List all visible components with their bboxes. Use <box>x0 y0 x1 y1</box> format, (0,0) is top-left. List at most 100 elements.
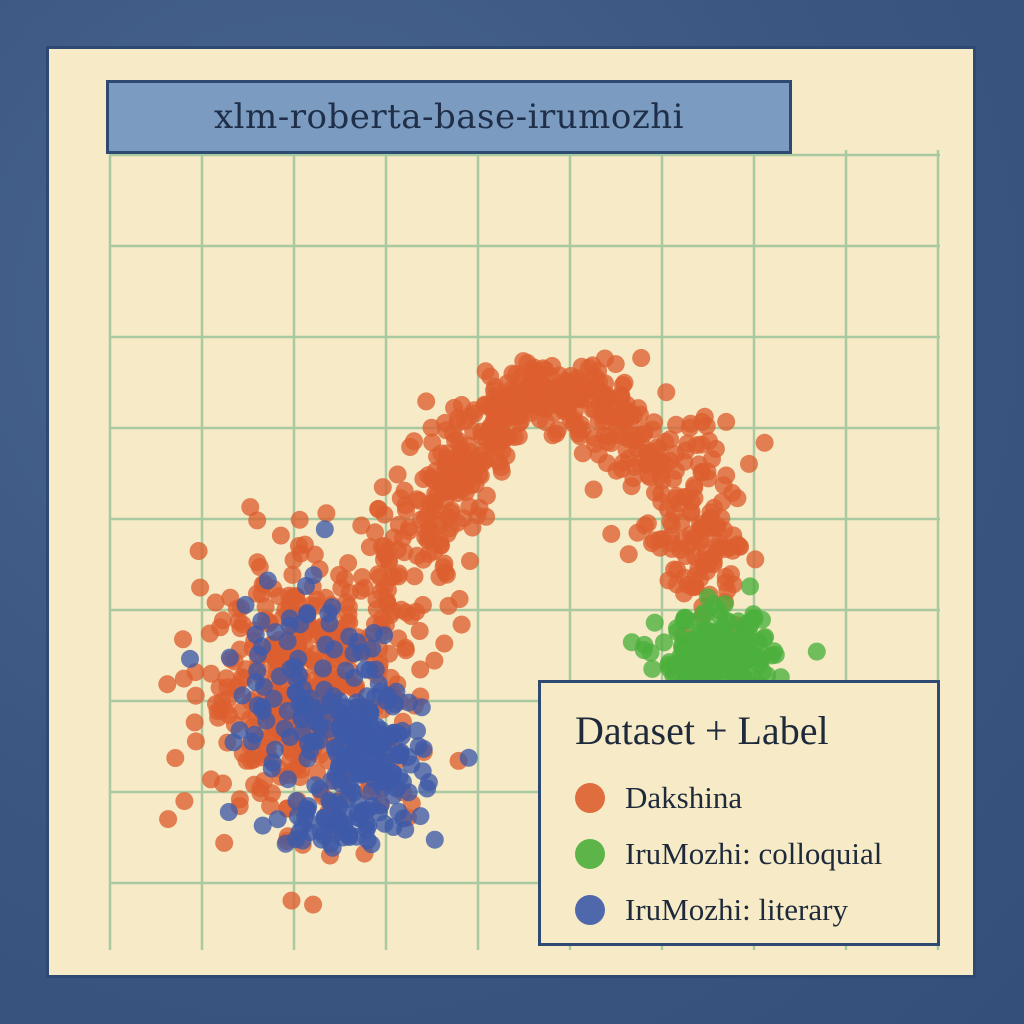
point-dakshina <box>384 567 403 586</box>
legend-item-colloquial: IruMozhi: colloquial <box>575 826 937 882</box>
point-dakshina <box>692 518 711 537</box>
point-dakshina <box>206 593 225 612</box>
point-dakshina <box>689 455 708 474</box>
point-dakshina <box>717 412 736 431</box>
point-irumozhi-literary <box>298 605 317 624</box>
point-dakshina <box>622 477 641 496</box>
point-dakshina <box>755 433 774 452</box>
point-irumozhi-literary <box>248 662 267 681</box>
point-irumozhi-literary <box>245 725 264 744</box>
point-dakshina <box>186 732 205 751</box>
point-irumozhi-literary <box>322 771 341 790</box>
point-dakshina <box>407 602 425 621</box>
point-irumozhi-literary <box>233 686 252 705</box>
point-dakshina <box>509 393 528 412</box>
point-dakshina <box>430 568 449 586</box>
point-irumozhi-literary <box>220 648 239 667</box>
point-irumozhi-literary <box>314 659 332 678</box>
point-dakshina <box>248 511 267 530</box>
point-dakshina <box>304 895 323 914</box>
point-irumozhi-literary <box>230 721 249 740</box>
point-dakshina <box>463 518 482 537</box>
point-dakshina <box>380 644 399 663</box>
point-dakshina <box>439 596 458 615</box>
point-dakshina <box>401 438 420 456</box>
point-dakshina <box>441 519 460 538</box>
point-irumozhi-literary <box>280 616 299 635</box>
point-dakshina <box>332 579 351 597</box>
point-dakshina <box>530 410 549 429</box>
point-irumozhi-literary <box>358 800 377 819</box>
point-irumozhi-literary <box>320 614 339 633</box>
point-dakshina <box>602 524 621 543</box>
point-dakshina <box>461 552 479 570</box>
point-dakshina <box>619 449 638 468</box>
point-dakshina <box>207 695 225 713</box>
point-dakshina <box>438 449 457 468</box>
point-dakshina <box>407 490 426 509</box>
point-irumozhi-literary <box>287 792 306 810</box>
legend-label: Dakshina <box>625 780 743 815</box>
point-irumozhi-literary <box>258 571 277 590</box>
point-dakshina <box>496 389 514 407</box>
point-dakshina <box>687 436 706 455</box>
point-dakshina <box>609 400 628 419</box>
point-dakshina <box>337 593 356 612</box>
point-irumozhi-colloquial <box>710 606 729 625</box>
point-irumozhi-colloquial <box>641 643 660 662</box>
point-dakshina <box>598 432 617 451</box>
point-dakshina <box>367 600 386 619</box>
point-dakshina <box>159 810 178 829</box>
point-dakshina <box>584 480 603 499</box>
point-dakshina <box>271 526 290 545</box>
point-dakshina <box>619 545 638 564</box>
point-dakshina <box>436 489 455 508</box>
point-irumozhi-literary <box>275 719 294 738</box>
point-dakshina <box>353 568 372 587</box>
point-dakshina <box>656 455 675 474</box>
point-irumozhi-literary <box>306 776 325 795</box>
point-irumozhi-literary <box>344 783 363 802</box>
point-irumozhi-literary <box>356 764 374 783</box>
point-irumozhi-colloquial <box>643 659 662 678</box>
point-dakshina <box>411 660 430 679</box>
point-dakshina <box>174 630 192 649</box>
point-irumozhi-colloquial <box>756 628 775 647</box>
legend-label: IruMozhi: literary <box>625 892 848 927</box>
point-irumozhi-literary <box>459 748 478 767</box>
point-irumozhi-literary <box>325 640 344 659</box>
point-dakshina <box>422 418 441 437</box>
point-irumozhi-literary <box>363 639 382 658</box>
point-irumozhi-literary <box>293 723 312 742</box>
point-dakshina <box>425 651 444 670</box>
chart-title-box: xlm-roberta-base-irumozhi <box>106 80 792 154</box>
point-dakshina <box>746 550 765 569</box>
point-dakshina <box>697 417 716 435</box>
point-dakshina <box>405 567 424 586</box>
legend-title: Dataset + Label <box>575 708 829 753</box>
point-dakshina <box>589 362 608 380</box>
point-dakshina <box>435 634 454 653</box>
point-irumozhi-literary <box>320 791 339 810</box>
legend-swatch-dakshina <box>575 783 605 813</box>
point-dakshina <box>724 526 743 545</box>
point-irumozhi-literary <box>315 520 334 539</box>
legend-label: IruMozhi: colloquial <box>625 836 883 871</box>
point-irumozhi-literary <box>340 725 359 744</box>
point-irumozhi-literary <box>396 820 415 839</box>
point-irumozhi-colloquial <box>622 633 641 652</box>
point-dakshina <box>657 383 676 402</box>
point-dakshina <box>381 606 400 625</box>
point-dakshina <box>476 362 495 381</box>
point-irumozhi-literary <box>387 682 406 701</box>
point-irumozhi-literary <box>308 713 326 732</box>
data-points <box>158 349 826 914</box>
point-dakshina <box>233 668 251 687</box>
point-dakshina <box>191 578 210 597</box>
point-irumozhi-literary <box>278 632 297 651</box>
point-dakshina <box>360 538 379 557</box>
point-irumozhi-literary <box>289 649 308 668</box>
point-irumozhi-literary <box>368 717 386 736</box>
point-dakshina <box>422 468 441 487</box>
